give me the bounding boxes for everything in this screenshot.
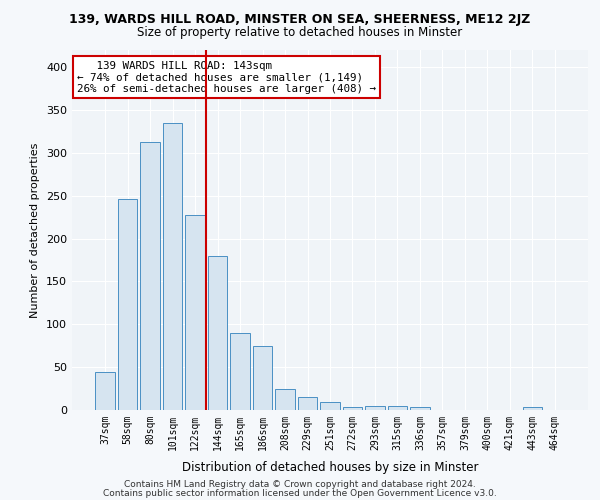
Bar [253, 346, 272, 410]
Bar [118, 199, 137, 410]
Bar [365, 406, 385, 410]
Bar [343, 406, 362, 410]
Bar [230, 333, 250, 410]
Bar [185, 214, 205, 410]
Text: 139 WARDS HILL ROAD: 143sqm
← 74% of detached houses are smaller (1,149)
26% of : 139 WARDS HILL ROAD: 143sqm ← 74% of det… [77, 61, 376, 94]
X-axis label: Distribution of detached houses by size in Minster: Distribution of detached houses by size … [182, 461, 478, 474]
Y-axis label: Number of detached properties: Number of detached properties [31, 142, 40, 318]
Bar [163, 123, 182, 410]
Bar [298, 397, 317, 410]
Bar [140, 142, 160, 410]
Bar [95, 372, 115, 410]
Text: Contains public sector information licensed under the Open Government Licence v3: Contains public sector information licen… [103, 488, 497, 498]
Text: Contains HM Land Registry data © Crown copyright and database right 2024.: Contains HM Land Registry data © Crown c… [124, 480, 476, 489]
Bar [523, 408, 542, 410]
Bar [275, 388, 295, 410]
Bar [410, 406, 430, 410]
Bar [320, 402, 340, 410]
Text: 139, WARDS HILL ROAD, MINSTER ON SEA, SHEERNESS, ME12 2JZ: 139, WARDS HILL ROAD, MINSTER ON SEA, SH… [70, 12, 530, 26]
Bar [388, 406, 407, 410]
Bar [208, 256, 227, 410]
Text: Size of property relative to detached houses in Minster: Size of property relative to detached ho… [137, 26, 463, 39]
